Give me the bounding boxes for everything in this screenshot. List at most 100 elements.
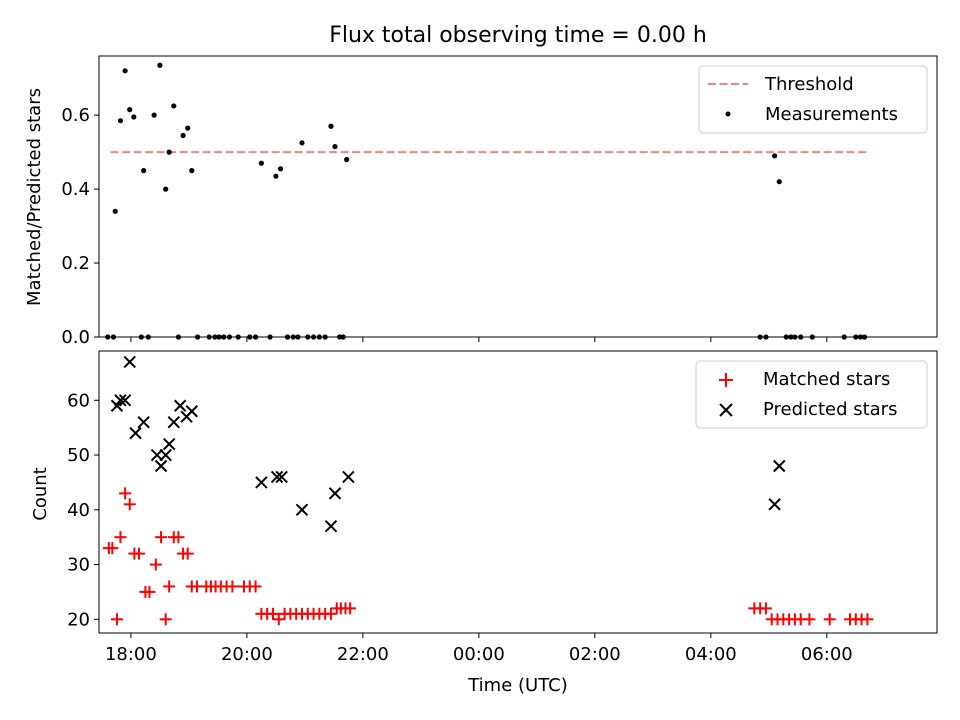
measurement-point — [322, 334, 328, 340]
predicted-star-point — [768, 498, 781, 511]
ratio-legend: Threshold Measurements — [698, 65, 928, 134]
ratio-y-tick-label: 0.2 — [61, 253, 90, 274]
ratio-y-axis: 0.0 0.2 0.4 0.6 — [61, 105, 99, 348]
matched-star-point — [123, 498, 136, 511]
measurement-point — [185, 125, 191, 131]
measurement-point — [226, 334, 233, 340]
ratio-legend-box — [698, 65, 928, 134]
predicted-star-point — [255, 476, 268, 489]
matched-legend-label: Matched stars — [763, 369, 890, 390]
predicted-star-point — [110, 399, 124, 412]
matched-star-point — [106, 542, 119, 555]
matched-star-point — [133, 547, 146, 560]
matched-star-point — [226, 580, 239, 593]
predicted-star-point — [159, 448, 172, 462]
ratio-x-axis — [130, 337, 828, 342]
measurement-point — [189, 168, 195, 174]
matched-star-point — [249, 580, 262, 593]
matched-star-point — [861, 613, 874, 626]
measurement-point — [798, 334, 804, 340]
predicted-star-point — [773, 459, 786, 473]
measurement-point — [776, 179, 782, 185]
matched-star-point — [181, 547, 194, 560]
measurement-point — [290, 334, 296, 340]
count-x-tick-label: 06:00 — [801, 644, 853, 665]
measurement-point — [277, 166, 284, 172]
measurement-point — [792, 334, 798, 340]
measurement-point — [857, 334, 864, 340]
count-y-tick-label: 60 — [67, 390, 90, 411]
matched-star-point — [324, 607, 337, 620]
matched-star-point — [823, 613, 836, 626]
measurement-point — [247, 334, 253, 340]
matched-star-point — [272, 613, 285, 626]
measurement-point — [151, 112, 157, 118]
predicted-star-point — [295, 503, 309, 517]
count-panel: 20 30 40 50 60 18:00 20:00 22:00 00:00 02:00 04:0… — [30, 350, 938, 696]
measurement-point — [175, 334, 182, 340]
predicted-star-point — [270, 470, 284, 484]
predicted-legend-marker — [719, 403, 733, 417]
predicted-star-point — [342, 470, 355, 484]
matched-star-point — [344, 602, 357, 615]
measurement-point — [110, 334, 117, 340]
measurement-point — [328, 123, 334, 129]
measurements-legend-label: Measurements — [765, 104, 898, 125]
measurement-point — [258, 160, 264, 166]
count-y-tick-label: 30 — [67, 555, 90, 576]
measurement-point — [122, 68, 128, 74]
measurement-point — [216, 334, 222, 340]
predicted-star-point — [324, 520, 338, 533]
measurement-point — [305, 334, 311, 340]
measurement-point — [299, 140, 305, 146]
chart-title: Flux total observing time = 0.00 h — [329, 23, 707, 48]
measurement-point — [783, 334, 789, 340]
measurement-point — [809, 334, 815, 340]
measurement-point — [131, 114, 137, 120]
measurement-point — [194, 334, 201, 340]
count-y-tick-label: 40 — [67, 500, 90, 521]
count-marks — [102, 355, 874, 626]
measurement-point — [141, 168, 147, 174]
measurement-point — [235, 334, 241, 340]
measurement-point — [157, 62, 163, 68]
predicted-star-point — [154, 459, 168, 473]
measurement-point — [273, 173, 279, 179]
measurement-point — [284, 334, 291, 340]
measurement-point — [841, 334, 847, 340]
measurement-point — [180, 132, 186, 139]
predicted-star-point — [129, 426, 142, 440]
measurement-point — [295, 334, 301, 340]
predicted-star-point — [173, 399, 187, 412]
matched-star-point — [172, 531, 185, 544]
measurement-point — [788, 334, 794, 340]
matched-star-point — [143, 585, 156, 598]
measurement-point — [267, 334, 273, 340]
count-x-tick-label: 22:00 — [337, 644, 389, 665]
ratio-y-tick-label: 0.6 — [61, 105, 90, 126]
predicted-legend-label: Predicted stars — [763, 399, 897, 420]
predicted-star-point — [328, 487, 342, 500]
count-x-axis-label: Time (UTC) — [467, 675, 568, 696]
measurement-point — [221, 334, 227, 340]
count-y-axis: 20 30 40 50 60 — [67, 390, 99, 630]
count-x-tick-label: 00:00 — [453, 644, 505, 665]
predicted-star-point — [162, 437, 176, 451]
count-x-axis: 18:00 20:00 22:00 00:00 02:00 04:00 06:00 — [105, 633, 853, 665]
predicted-star-point — [185, 405, 198, 418]
predicted-star-point — [114, 394, 127, 407]
measurement-point — [332, 143, 338, 150]
ratio-y-axis-label: Matched/Predicted stars — [24, 88, 45, 306]
matched-legend-marker — [719, 373, 733, 387]
measurement-point — [138, 334, 144, 340]
count-x-tick-label: 04:00 — [685, 644, 737, 665]
count-y-tick-label: 20 — [67, 609, 90, 630]
count-x-tick-label: 20:00 — [221, 644, 273, 665]
predicted-star-point — [137, 415, 150, 429]
measurement-point — [117, 118, 124, 124]
matched-star-point — [149, 558, 162, 571]
measurement-point — [310, 334, 317, 340]
measurement-point — [127, 107, 133, 113]
ratio-y-tick-label: 0.0 — [61, 327, 90, 348]
